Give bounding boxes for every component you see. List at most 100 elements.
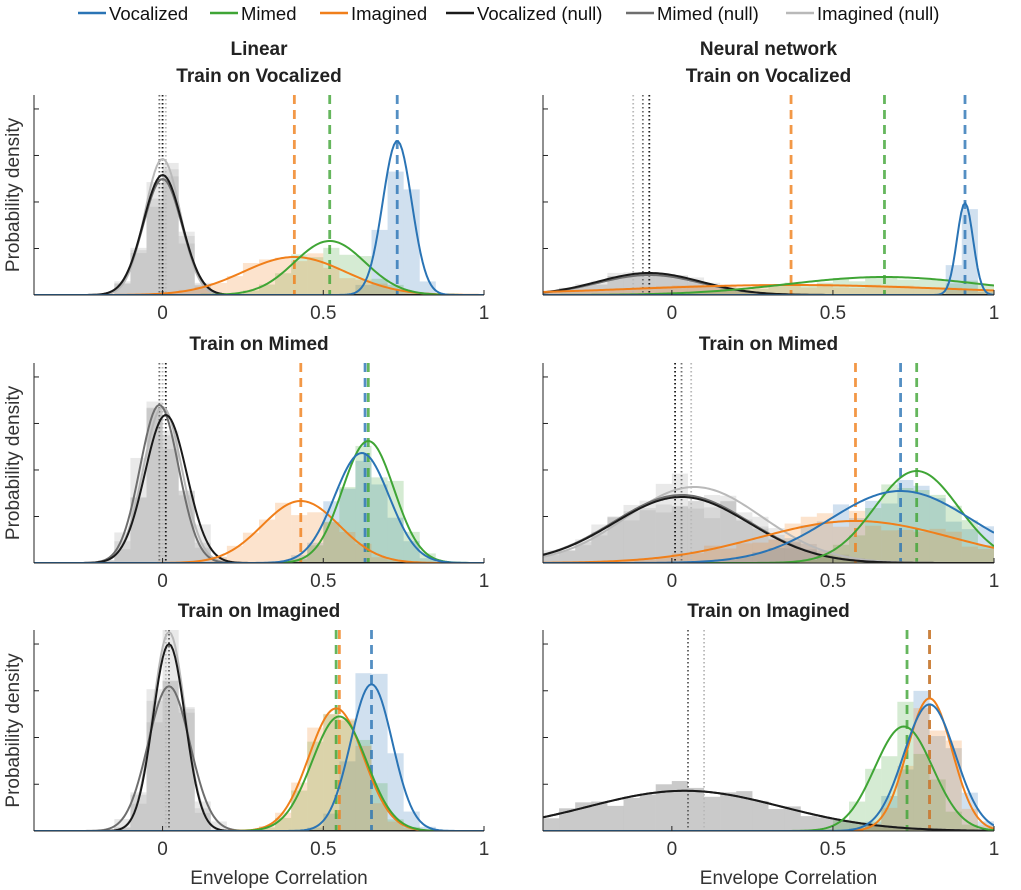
histogram-mimed-null [114,162,227,295]
histogram-bar [655,784,672,831]
histogram-bar [768,809,785,831]
histogram-bar [639,559,656,563]
histogram-bar [146,182,163,295]
histogram-bar [339,761,356,831]
histogram-bar [607,517,624,563]
histogram-bar [419,826,436,831]
histogram-bar [623,275,640,295]
histogram-bar [784,548,801,563]
density-curve-vocalized [34,683,484,831]
histogram-bar [275,257,292,295]
histogram-bar [323,247,340,295]
histogram-bar [194,808,211,831]
density-curve-vocalized-null [34,642,484,831]
histogram-bar [639,794,656,831]
density-curve-imagined [543,697,994,831]
histogram-bar [559,290,576,295]
density-curve-mimed-null [34,685,484,831]
histogram-bar [419,558,436,563]
histogram-bar [816,556,833,563]
histogram-mimed-null [543,781,930,831]
density-curve-imagined [543,520,994,563]
histogram-bar [865,525,882,563]
panel-title: Train on Mimed [699,334,838,355]
density-curve-vocalized-null [543,271,994,295]
histogram-bar [704,291,721,295]
x-tick-label: 0.5 [310,303,336,324]
histogram-bar [913,288,930,295]
histogram-bar [736,556,753,563]
panel-linear-vocalized: Train on Vocalized 0 0.5 1 Probability densi… [3,66,489,324]
density-curve-vocalized [34,140,484,295]
histogram-bar [687,787,705,831]
histogram-bar [832,558,850,563]
legend-label: Mimed [241,3,297,24]
histogram-bar [194,284,211,295]
histogram-bar [371,283,388,295]
histogram-bar [291,782,308,831]
histogram-bar [671,781,688,831]
histogram-bar [639,510,656,563]
histogram-bar [881,826,898,831]
histogram-bar [784,806,801,831]
density-curve-mimed [34,715,484,831]
histogram-bar [784,806,801,831]
histogram-bar [800,816,817,831]
histogram-bar [371,484,388,563]
plot-area [543,630,994,831]
density-curve-vocalized [543,703,994,831]
histogram-bar [543,291,560,295]
histogram-bar [704,494,721,563]
histogram-bar [752,800,769,831]
histogram-bar [543,291,560,295]
histogram-bar [720,501,737,563]
histogram-bar [816,828,833,831]
histogram-bar [961,546,978,563]
density-curve-imagined [543,284,994,293]
histogram-bar [323,521,340,563]
histogram-bar [671,285,688,295]
histogram-bar [355,284,372,295]
histogram-bar [784,806,801,831]
histogram-bar [639,794,656,831]
x-tick-label: 1 [479,571,490,592]
x-tick-label: 0.5 [310,839,336,860]
histogram-bar [720,560,737,563]
histogram-bar [687,787,705,831]
x-tick-label: 1 [989,839,1000,860]
histogram-bar [720,792,737,831]
histogram-bar [130,250,147,295]
histogram-bar [736,543,753,563]
histogram-bar [591,531,608,563]
histogram-bar [929,730,946,831]
x-tick-label: 0 [157,303,168,324]
histogram-bar [768,285,785,295]
histogram-bar [559,549,576,563]
histogram-vocalized [355,171,436,295]
histogram-bar [623,797,640,831]
histogram-bar [849,822,866,831]
histogram-mimed [816,701,978,831]
x-tick-label: 0.5 [310,571,336,592]
histogram-bar [671,506,688,563]
histogram-bar [543,290,560,295]
histogram-bar [881,826,898,831]
histogram-bar [591,535,608,563]
histogram-bar [623,275,640,295]
histogram-bar [162,630,179,831]
histogram-bar [704,796,721,831]
histogram-bar [114,283,131,295]
histogram-bar [162,449,179,563]
histogram-bar [623,289,640,295]
histogram-bar [623,504,640,563]
histogram-bar [194,801,211,831]
histogram-bar [655,512,672,563]
histogram-bar [114,819,131,831]
histogram-bar [671,781,688,831]
histogram-bar [575,542,592,563]
panel-title: Train on Vocalized [176,66,341,87]
histogram-bar [403,189,420,295]
histogram-bar [832,819,850,831]
histogram-bar [210,821,227,831]
